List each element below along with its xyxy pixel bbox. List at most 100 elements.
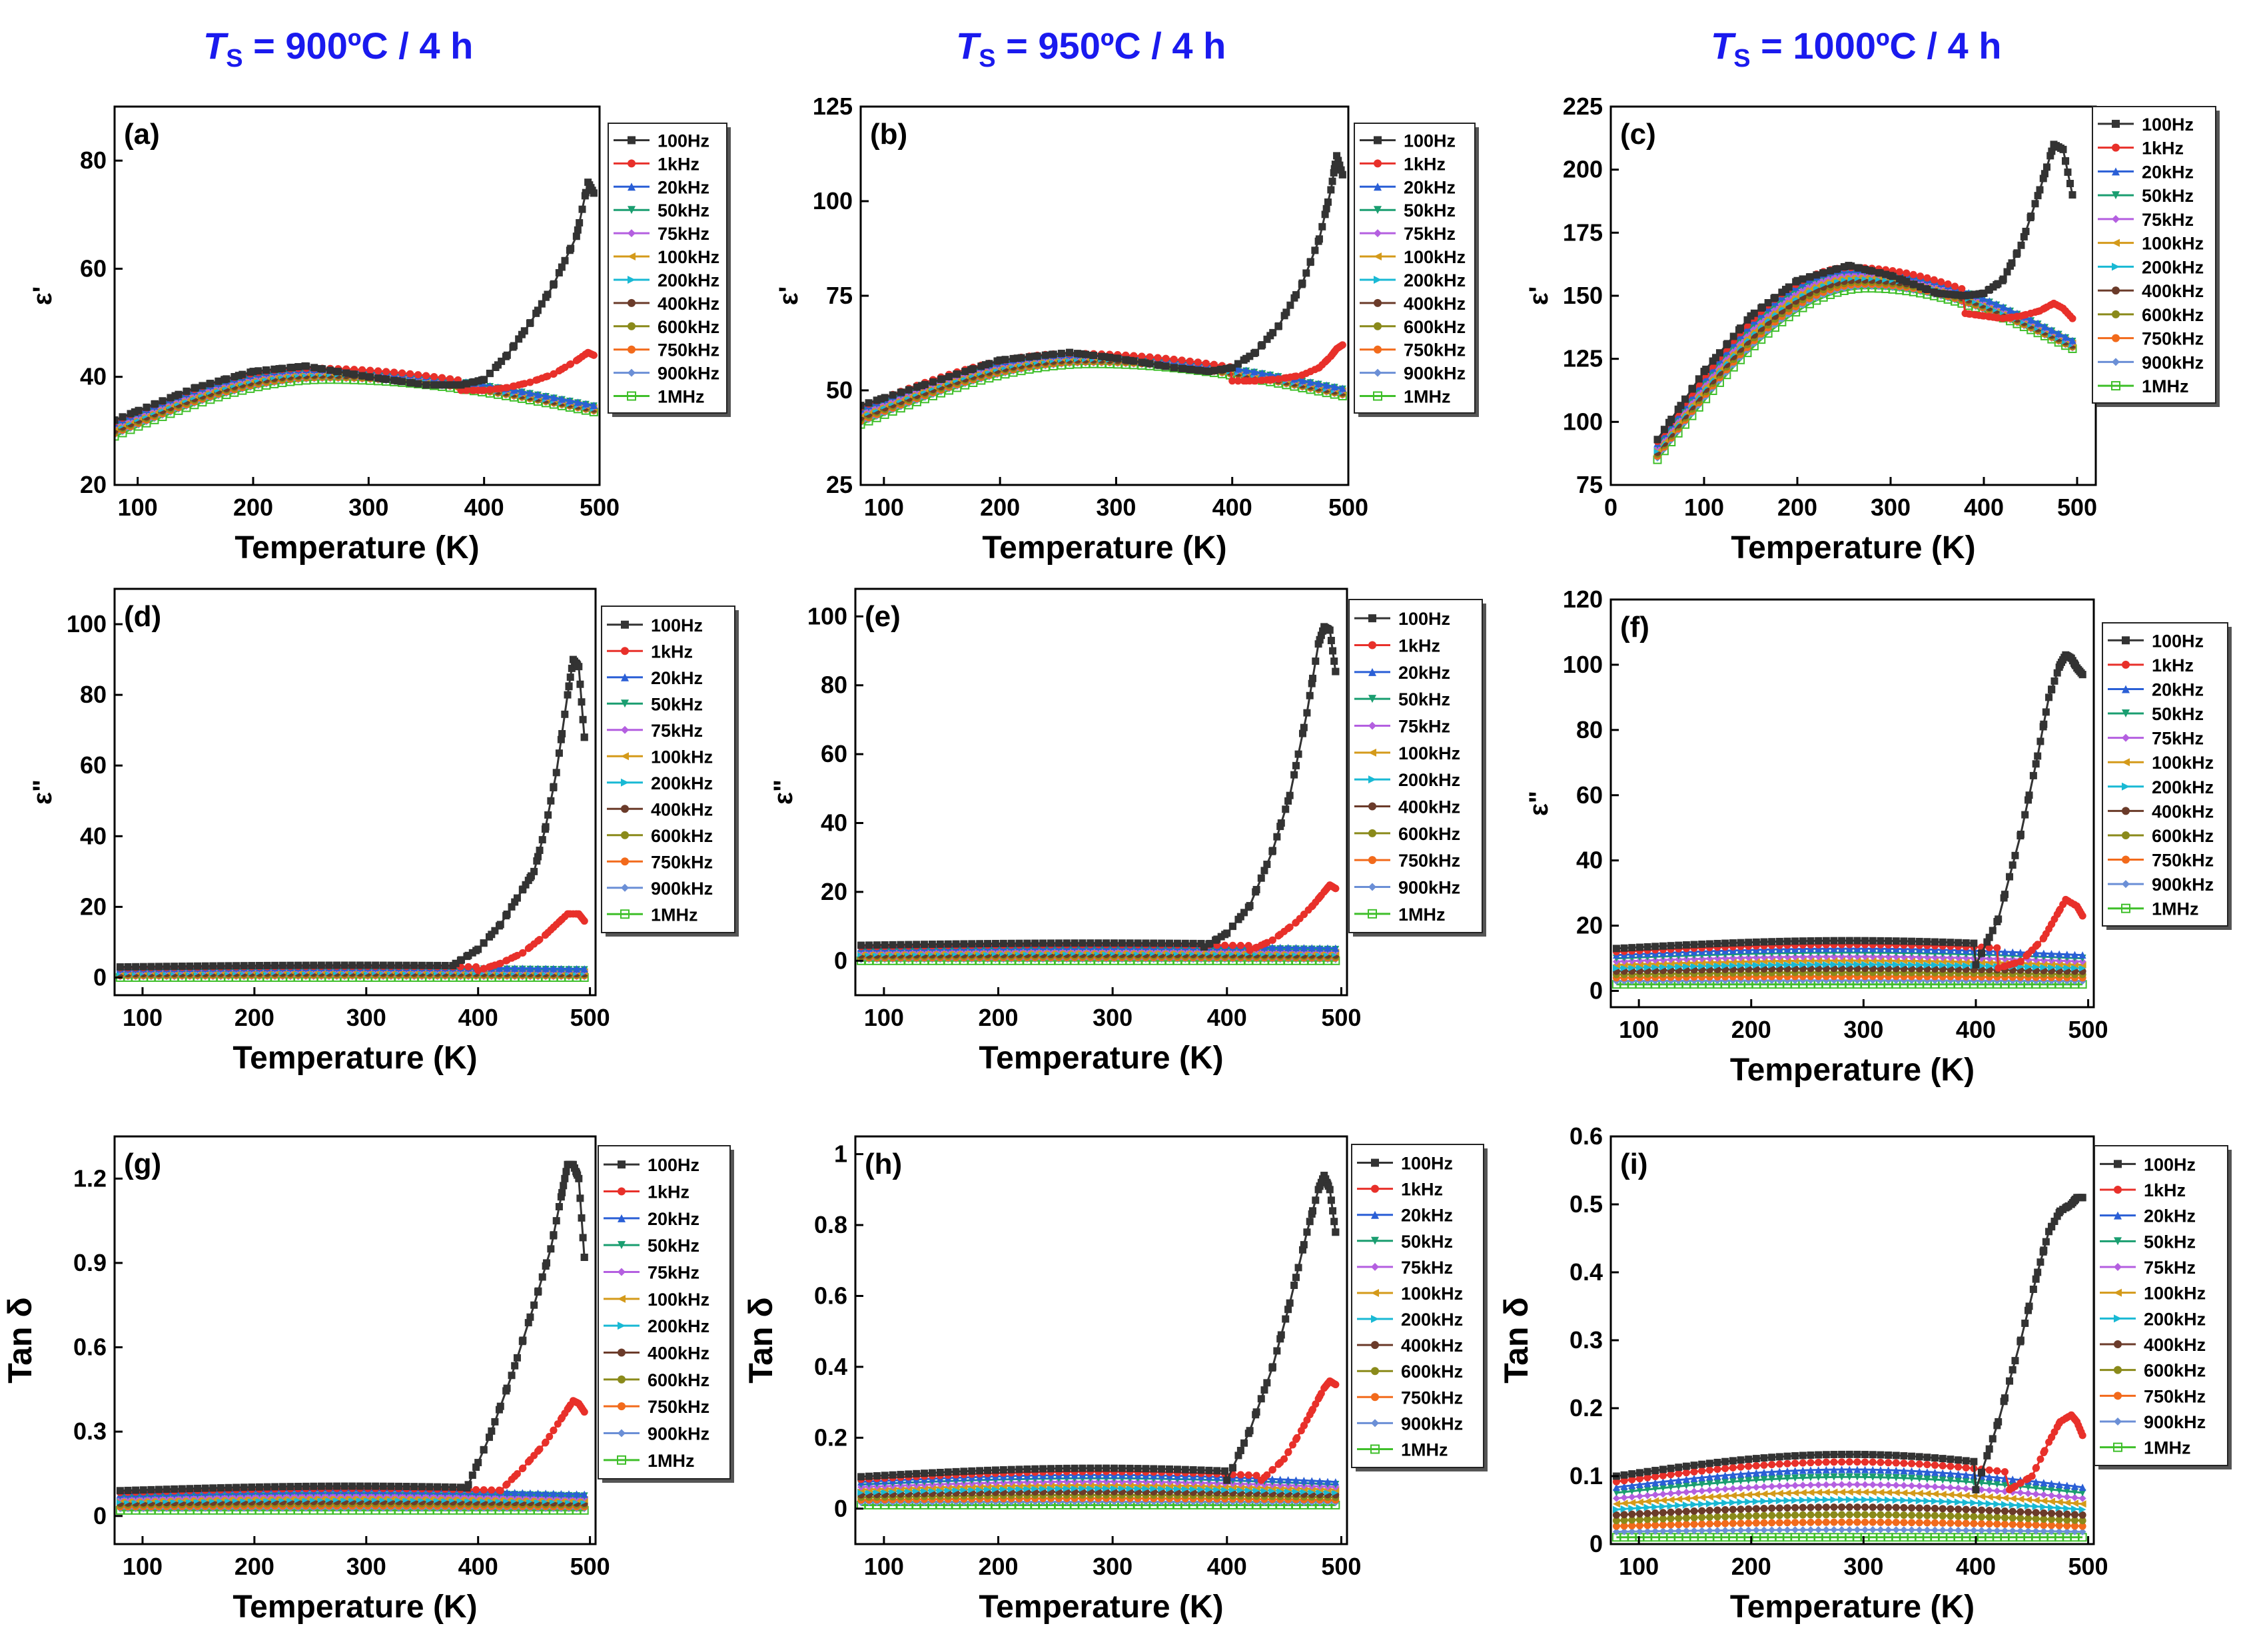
- data-point: [1095, 939, 1103, 947]
- legend-marker: [621, 752, 629, 761]
- legend-item: 750kHz: [1360, 340, 1466, 360]
- y-tick-label: 60: [80, 751, 107, 779]
- data-point: [167, 394, 175, 402]
- data-point: [1966, 291, 1974, 299]
- title-subscript: S: [1733, 45, 1750, 73]
- legend-label: 900kHz: [1398, 878, 1460, 898]
- legend-item: 1MHz: [2098, 376, 2189, 396]
- data-point: [1892, 957, 1900, 965]
- data-point: [1263, 861, 1271, 869]
- data-point: [1745, 957, 1753, 965]
- data-point: [1877, 957, 1885, 965]
- data-point: [1923, 286, 1931, 294]
- data-point: [2034, 192, 2042, 200]
- x-tick-label: 100: [1684, 494, 1724, 521]
- data-point: [1223, 929, 1231, 937]
- data-point: [881, 941, 889, 949]
- legend-item: 20kHz: [1354, 663, 1450, 683]
- x-tick-label: 400: [458, 1004, 498, 1031]
- y-tick-label: 20: [80, 471, 107, 498]
- legend-item: 100kHz: [2098, 234, 2204, 254]
- data-point: [270, 365, 278, 373]
- data-point: [1246, 352, 1254, 360]
- data-point: [542, 965, 550, 973]
- data-point: [897, 941, 905, 949]
- plot-frame: [854, 588, 1348, 997]
- data-point: [1955, 961, 1963, 969]
- data-point: [1752, 957, 1760, 965]
- legend-marker: [628, 298, 636, 307]
- legend-marker: [628, 275, 636, 284]
- legend-label: 600kHz: [2142, 305, 2204, 325]
- data-point: [1845, 957, 1853, 965]
- y-tick-label: 100: [813, 187, 853, 214]
- y-tick-label: 225: [1563, 93, 1603, 120]
- data-point: [1258, 341, 1266, 349]
- data-point: [452, 959, 460, 967]
- data-point: [1322, 205, 1330, 212]
- data-point: [1234, 377, 1242, 385]
- data-point: [1118, 939, 1126, 947]
- data-point: [2059, 145, 2067, 153]
- legend-marker: [1374, 136, 1382, 145]
- data-point: [877, 395, 885, 403]
- data-point: [463, 380, 471, 388]
- data-point: [2070, 964, 2078, 972]
- data-point: [1931, 957, 1939, 965]
- data-point: [1218, 365, 1226, 373]
- column-title-900: TS = 900ºC / 4 h: [203, 25, 473, 73]
- data-point: [1915, 961, 1923, 969]
- data-point: [132, 963, 140, 971]
- data-point: [981, 361, 989, 369]
- data-point: [582, 400, 590, 408]
- legend-marker: [621, 620, 629, 629]
- data-point: [2046, 152, 2054, 160]
- x-tick-label: 100: [118, 494, 158, 521]
- data-point: [1302, 269, 1310, 277]
- data-point: [873, 396, 881, 404]
- data-point: [1775, 957, 1783, 965]
- data-point: [1114, 354, 1122, 362]
- legend-marker: [621, 673, 629, 681]
- data-point: [480, 376, 488, 384]
- data-point: [1210, 360, 1218, 368]
- data-point: [1778, 288, 1786, 296]
- data-point: [124, 963, 132, 971]
- data-point: [968, 940, 976, 948]
- legend-label: 1MHz: [651, 905, 698, 925]
- legend-item: 1kHz: [1354, 636, 1440, 656]
- data-point: [1799, 961, 1807, 969]
- data-point: [1327, 186, 1335, 194]
- data-point: [119, 413, 127, 421]
- legend-marker: [628, 206, 636, 214]
- data-point: [2078, 964, 2086, 972]
- data-point: [434, 961, 442, 969]
- legend-label: 200kHz: [2142, 257, 2204, 277]
- legend-label: 75kHz: [1404, 224, 1456, 244]
- data-point: [1071, 939, 1079, 947]
- legend-item: 200kHz: [614, 270, 719, 290]
- data-point: [147, 963, 155, 971]
- data-point: [1868, 267, 1876, 275]
- data-point: [1179, 364, 1187, 372]
- legend-item: 1kHz: [2098, 139, 2184, 159]
- legend-marker: [2112, 238, 2120, 247]
- legend-label: 900kHz: [658, 364, 719, 384]
- legend-marker: [628, 322, 636, 330]
- data-point: [1813, 271, 1821, 279]
- legend-item: 600kHz: [1354, 824, 1460, 844]
- legend-label: 50kHz: [2142, 186, 2194, 206]
- plot-area: [1611, 651, 2087, 989]
- data-point: [542, 392, 550, 400]
- data-point: [334, 368, 342, 376]
- data-point: [1250, 368, 1258, 376]
- legend-marker: [621, 831, 629, 839]
- data-point: [1882, 270, 1890, 278]
- data-point: [139, 963, 147, 971]
- data-point: [1333, 152, 1341, 160]
- data-point: [928, 941, 936, 949]
- legend-label: 1kHz: [1398, 636, 1440, 656]
- data-point: [1170, 355, 1178, 363]
- data-point: [191, 384, 199, 392]
